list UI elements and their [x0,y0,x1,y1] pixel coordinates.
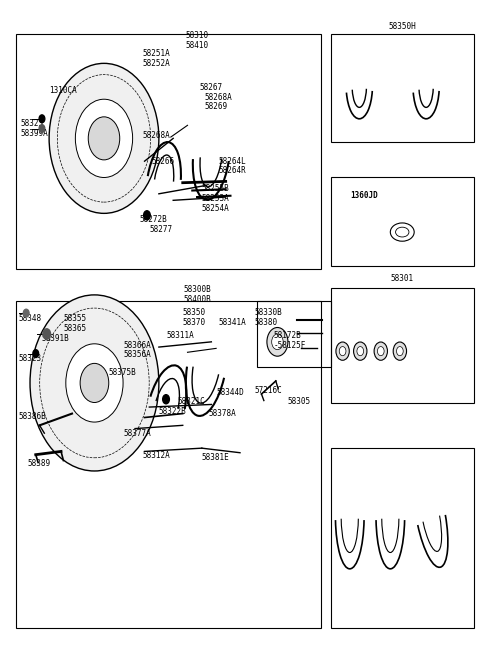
Text: 57216C: 57216C [254,386,282,395]
Text: 58389: 58389 [28,459,51,468]
Circle shape [163,395,169,404]
Circle shape [75,99,132,178]
Text: 58381E: 58381E [202,453,229,462]
Text: 58264L: 58264L [218,157,246,166]
Text: 58391B: 58391B [42,334,70,343]
Text: 58375B: 58375B [109,368,136,377]
Circle shape [377,346,384,356]
Circle shape [272,334,283,350]
Text: 58267: 58267 [199,83,223,92]
Text: 58350H: 58350H [388,22,416,31]
Text: -58125F: -58125F [274,341,306,350]
Text: 58341A: 58341A [218,318,246,327]
Bar [16,34,321,269]
Circle shape [49,64,159,214]
Text: 58323: 58323 [18,354,41,363]
Text: 58277: 58277 [149,225,172,234]
Text: 58311A: 58311A [166,331,194,340]
Text: 58370: 58370 [183,318,206,327]
Text: 58350: 58350 [183,308,206,317]
Text: 58377A: 58377A [123,428,151,438]
Text: 58399A: 58399A [21,129,48,138]
Bar [331,288,474,403]
Text: 58400B: 58400B [183,295,211,304]
Circle shape [39,124,45,132]
Circle shape [396,346,403,356]
Text: 58344D: 58344D [216,388,244,397]
Circle shape [39,115,45,122]
Circle shape [267,328,288,356]
Circle shape [354,342,367,360]
Text: 58365: 58365 [63,324,86,333]
Bar [257,301,331,367]
Circle shape [33,350,38,358]
Text: 58321C: 58321C [178,398,206,406]
Circle shape [88,117,120,160]
Circle shape [374,342,387,360]
Text: 58264R: 58264R [218,166,246,176]
Text: 58312A: 58312A [142,451,170,460]
Circle shape [80,364,109,403]
Text: 58253A: 58253A [202,194,229,203]
Text: 58268A: 58268A [204,93,232,102]
Text: 58322B: 58322B [159,407,187,416]
Text: 58355: 58355 [63,314,86,324]
Text: 58305: 58305 [288,398,311,406]
Text: 58255B: 58255B [202,184,229,193]
Text: 58272B: 58272B [140,215,168,224]
Text: 58269: 58269 [204,102,228,111]
Text: 58172B: 58172B [274,331,301,340]
Text: 58378A: 58378A [209,409,237,418]
Circle shape [393,342,407,360]
Text: 1310CA: 1310CA [49,86,77,95]
Text: 58254A: 58254A [202,204,229,213]
Text: 58410: 58410 [185,41,209,50]
Text: 58251A: 58251A [142,49,170,58]
Bar [16,301,321,627]
Circle shape [339,346,346,356]
Text: 58323: 58323 [21,119,44,128]
Circle shape [66,344,123,422]
Bar [331,34,474,141]
Text: 58386B: 58386B [18,412,46,421]
Bar [331,448,474,627]
Text: 58310: 58310 [185,31,209,40]
Text: 58380: 58380 [254,318,277,327]
Circle shape [24,309,29,317]
Text: 58300B: 58300B [183,285,211,294]
Text: 58266: 58266 [152,157,175,166]
Text: 1360JD: 1360JD [350,191,377,200]
Circle shape [30,295,159,471]
Circle shape [43,329,50,339]
Text: 58330B: 58330B [254,308,282,317]
Text: 58356A: 58356A [123,350,151,360]
Circle shape [144,211,150,220]
Circle shape [336,342,349,360]
Text: 58348: 58348 [18,314,41,324]
Text: 58366A: 58366A [123,341,151,350]
Text: 58252A: 58252A [142,59,170,67]
Bar [331,178,474,265]
Text: 58268A: 58268A [142,130,170,140]
Text: 58301: 58301 [391,274,414,283]
Circle shape [357,346,364,356]
